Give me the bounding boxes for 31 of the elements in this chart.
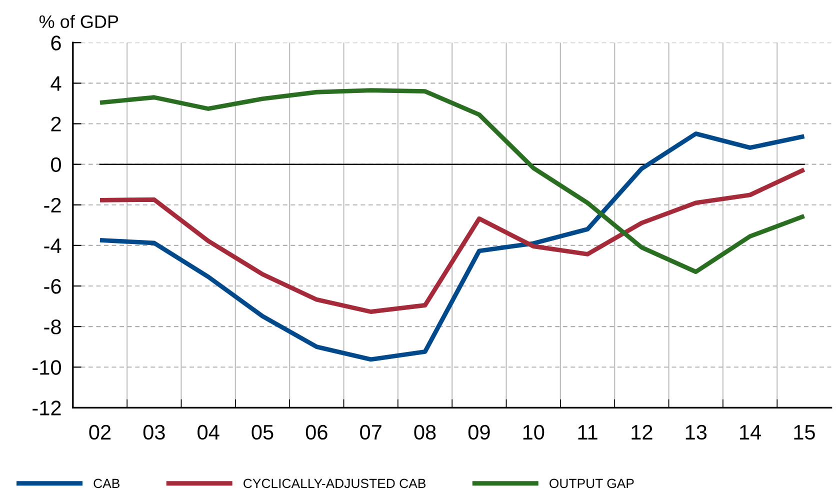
- y-tick-label: 4: [50, 76, 62, 91]
- x-tick-label: 13: [686, 424, 707, 440]
- y-tick-label: 6: [51, 36, 61, 50]
- y-tick-label: 2: [51, 116, 61, 132]
- x-tick-label: 09: [468, 424, 490, 440]
- x-tick-label: 05: [252, 424, 274, 440]
- line-series: [98, 88, 806, 274]
- legend-label: CAB: [94, 478, 120, 488]
- y-tick-label: 0: [51, 157, 61, 172]
- y-tick-label: -10: [32, 360, 61, 375]
- x-tick-label: 15: [794, 425, 815, 440]
- x-tick-label: 12: [632, 424, 652, 440]
- y-tick-label: -6: [44, 279, 61, 294]
- y-tick-label: -2: [44, 198, 61, 212]
- x-tick-label: 04: [198, 424, 220, 440]
- x-tick-label: 11: [578, 425, 598, 440]
- y-tick-label: -4: [44, 238, 62, 253]
- line-series: [98, 167, 806, 314]
- legend-label: OUTPUT GAP: [550, 478, 634, 488]
- legend-label: CYCLICALLY-ADJUSTED CAB: [244, 478, 426, 488]
- y-tick-label: -12: [32, 400, 61, 416]
- x-tick-label: 07: [360, 424, 382, 440]
- y-tick-label: -8: [44, 320, 61, 334]
- x-tick-label: 10: [523, 424, 544, 440]
- x-tick-label: 03: [143, 424, 165, 440]
- x-tick-label: 02: [89, 424, 111, 440]
- x-tick-label: 08: [414, 424, 436, 440]
- y-axis-title: % of GDP: [39, 14, 118, 28]
- line-series: [98, 131, 806, 362]
- x-tick-label: 14: [740, 425, 762, 440]
- x-tick-label: 06: [306, 424, 328, 440]
